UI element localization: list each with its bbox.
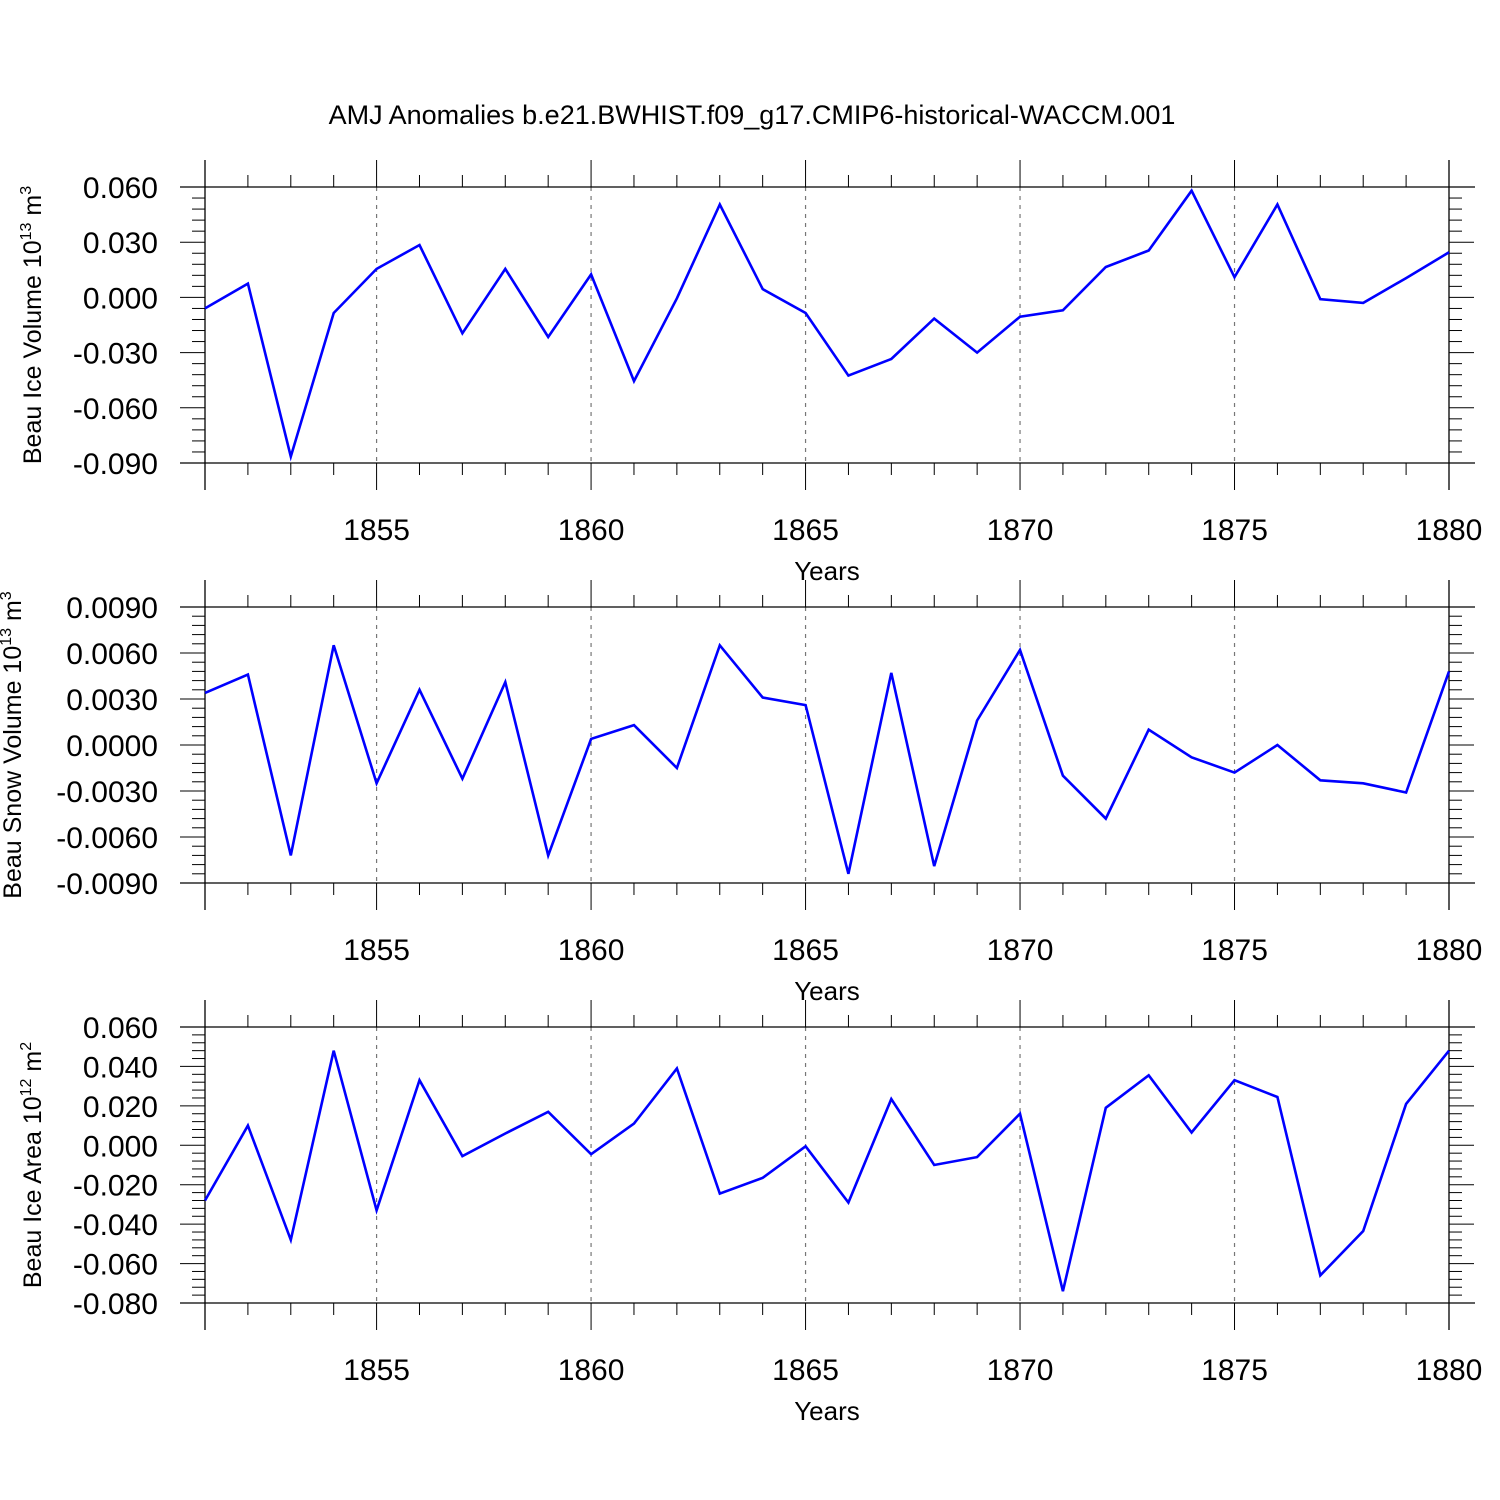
series-line (204, 642, 1451, 875)
y-tick-label: -0.0030 (56, 776, 158, 809)
x-tick-label: 1880 (1416, 1354, 1483, 1387)
x-axis-label: Years (794, 1396, 860, 1426)
x-tick-label: 1870 (987, 1354, 1054, 1387)
y-tick-label: -0.020 (73, 1170, 158, 1203)
x-tick-label: 1865 (772, 934, 839, 967)
y-tick-label: 0.020 (83, 1091, 158, 1124)
x-tick-label: 1875 (1201, 514, 1268, 547)
x-tick-label: 1880 (1416, 514, 1483, 547)
panel-snow-volume: 1855 1860 1865 1870 1875 1880 Years -0.0090 -0.0… (0, 580, 1482, 1006)
y-axis-label: Beau Ice Volume 1013 m3 (18, 186, 47, 464)
x-tick-label: 1860 (558, 934, 625, 967)
y-tick-label: -0.0090 (56, 868, 158, 901)
x-tick-label: 1880 (1416, 934, 1483, 967)
y-tick-label: 0.000 (83, 1130, 158, 1163)
x-axis-label: Years (794, 556, 860, 586)
x-tick-label: 1865 (772, 514, 839, 547)
y-tick-label: -0.060 (73, 1249, 158, 1282)
x-tick-label: 1865 (772, 1354, 839, 1387)
series-line (204, 188, 1450, 462)
x-tick-label: 1860 (558, 1354, 625, 1387)
y-tick-label: 0.040 (83, 1051, 158, 1084)
y-tick-label: -0.060 (73, 393, 158, 426)
x-tick-label: 1875 (1201, 934, 1268, 967)
x-tick-label: 1855 (343, 934, 410, 967)
y-tick-label: -0.030 (73, 338, 158, 371)
figure-title: AMJ Anomalies b.e21.BWHIST.f09_g17.CMIP6… (329, 100, 1176, 130)
y-tick-label: -0.090 (73, 448, 158, 481)
x-tick-label: 1860 (558, 514, 625, 547)
y-tick-label: -0.0060 (56, 822, 158, 855)
y-axis-label: Beau Ice Area 1012 m2 (18, 1042, 47, 1288)
x-axis-label: Years (794, 976, 860, 1006)
y-tick-label: 0.0060 (66, 638, 158, 671)
y-tick-label: -0.080 (73, 1288, 158, 1321)
panel-ice-volume: 1855 1860 1865 1870 1875 1880 Years -0.090 -0.06… (18, 160, 1482, 586)
y-tick-label: 0.060 (83, 1012, 158, 1045)
x-tick-label: 1855 (343, 514, 410, 547)
panel-ice-area: 1855 1860 1865 1870 1875 1880 Years -0.080 -0.06… (18, 1000, 1482, 1426)
x-tick-label: 1855 (343, 1354, 410, 1387)
y-tick-label: 0.060 (83, 172, 158, 205)
y-tick-label: 0.000 (83, 282, 158, 315)
y-tick-label: 0.0030 (66, 684, 158, 717)
y-tick-label: -0.040 (73, 1209, 158, 1242)
y-tick-label: 0.0000 (66, 730, 158, 763)
y-tick-label: 0.0090 (66, 592, 158, 625)
x-tick-label: 1870 (987, 514, 1054, 547)
y-tick-label: 0.030 (83, 227, 158, 260)
series-line (203, 1049, 1451, 1292)
x-tick-label: 1870 (987, 934, 1054, 967)
x-tick-label: 1875 (1201, 1354, 1268, 1387)
y-axis-label: Beau Snow Volume 1013 m3 (0, 591, 27, 899)
